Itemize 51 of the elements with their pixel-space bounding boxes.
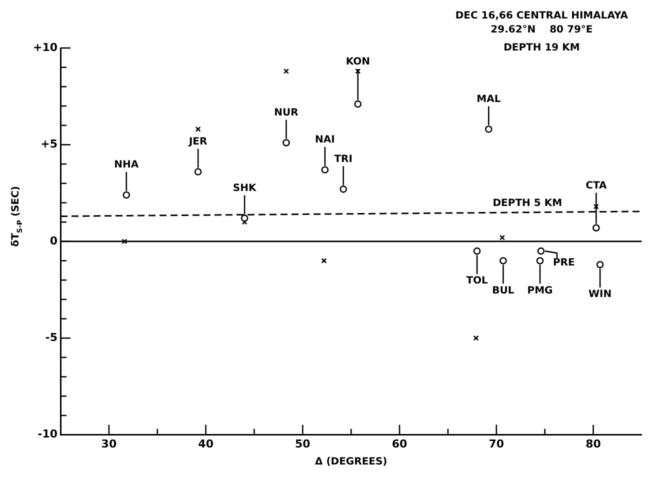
x-axis-title: Δ (DEGREES) [314, 456, 388, 468]
data-label: MAL [476, 94, 502, 105]
point [283, 68, 289, 74]
x-tick-label: 70 [488, 437, 504, 450]
data-label: TOL [466, 276, 489, 287]
y-tick-label: +10 [32, 40, 58, 54]
data-label: PMG [527, 285, 553, 296]
point [500, 257, 507, 264]
x-tick-label: 50 [295, 437, 311, 450]
point [596, 260, 604, 268]
data-label: NHA [114, 160, 139, 171]
point [195, 126, 201, 132]
point [194, 168, 202, 176]
point [321, 166, 329, 174]
point [499, 234, 505, 240]
y-tick-label: +5 [40, 138, 58, 151]
y-tick-label: -10 [38, 428, 58, 441]
y-tick-label: 0 [50, 234, 58, 248]
data-label: BUL [492, 285, 515, 296]
data-label: SHK [232, 182, 258, 194]
data-label: JER [188, 136, 208, 148]
data-label: KON [346, 56, 370, 68]
data-label: PRE [552, 258, 575, 269]
point [340, 186, 348, 193]
point [321, 258, 327, 264]
x-tick-label: 60 [392, 437, 408, 450]
point [282, 139, 290, 146]
point [537, 247, 545, 255]
data-label: TRI [334, 154, 352, 165]
point [240, 214, 248, 222]
annotation: DEPTH 5 KM [492, 198, 562, 209]
chart-title: DEC 16,66 CENTRAL HIMALAYA [455, 10, 628, 22]
data-label: NUR [274, 107, 299, 118]
x-tick-label: 40 [198, 437, 214, 450]
point [593, 204, 599, 210]
data-label: WIN [588, 289, 612, 300]
data-label: NAI [315, 134, 335, 146]
point [354, 100, 362, 108]
x-tick-label: 80 [586, 437, 602, 450]
point [592, 224, 600, 232]
data-label: CTA [586, 180, 607, 192]
point [536, 257, 544, 264]
y-tick-label: -5 [45, 330, 58, 344]
x-tick-label: 30 [101, 437, 117, 450]
point [473, 247, 481, 255]
point [122, 238, 128, 244]
point [485, 126, 492, 133]
point [122, 191, 130, 199]
chart-subtitle: 29.62°N 80 79°E [490, 24, 593, 36]
point [473, 335, 479, 341]
annotation: DEPTH 19 KM [504, 42, 580, 54]
